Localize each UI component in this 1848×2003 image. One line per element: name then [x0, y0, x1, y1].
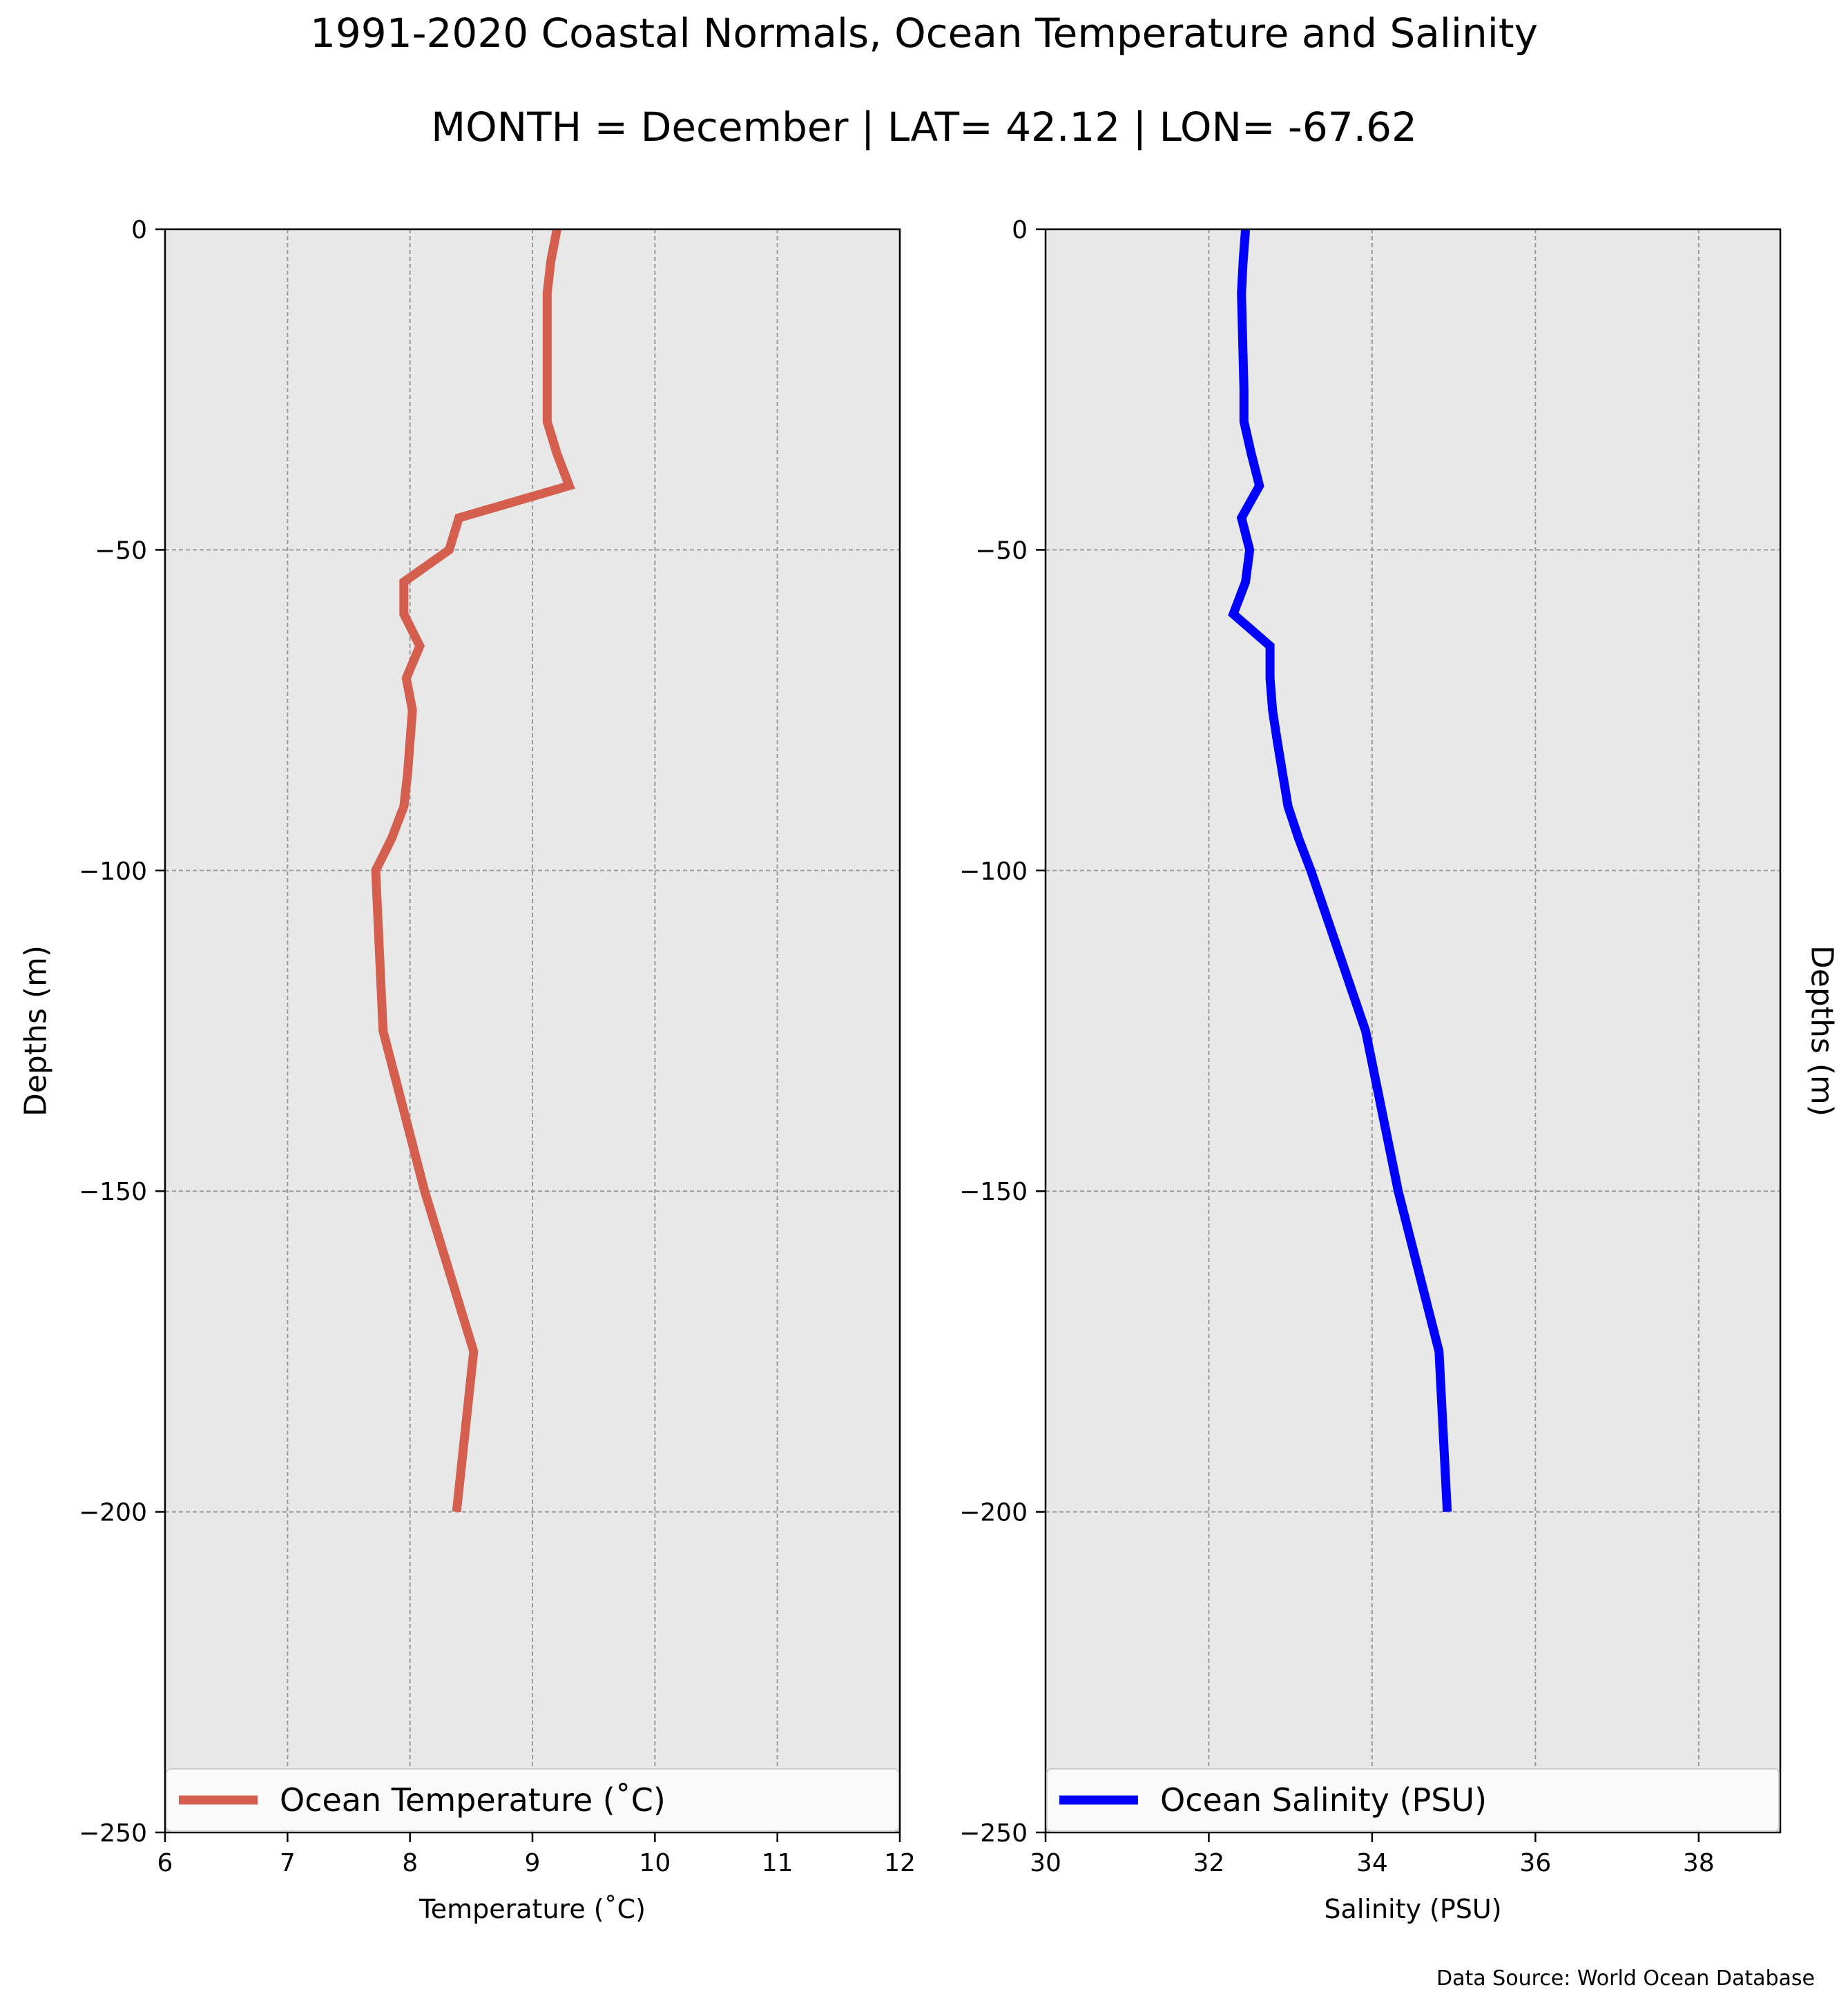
- chart-1-y-tick-label: −50: [95, 536, 147, 565]
- chart-1-y-axis-label: Depths (m): [19, 945, 54, 1116]
- chart-2-x-tick-label: 32: [1193, 1849, 1225, 1877]
- chart-2-plot-area: [1046, 229, 1780, 1832]
- page-title: 1991-2020 Coastal Normals, Ocean Tempera…: [310, 10, 1538, 57]
- chart-1-y-tick-label: −200: [79, 1499, 147, 1527]
- chart-2-x-axis-label: Salinity (PSU): [1324, 1894, 1501, 1924]
- chart-1-series-line-1: [371, 228, 575, 1513]
- chart-2-y-tick-label: −50: [975, 536, 1028, 565]
- chart-2-y-tick-label: −250: [959, 1819, 1028, 1848]
- chart-1-x-axis-label: Temperature (˚C): [418, 1894, 646, 1924]
- data-source-note: Data Source: World Ocean Database: [1436, 1966, 1815, 1991]
- chart-1-x-tick-label: 7: [280, 1849, 296, 1877]
- page-subtitle: MONTH = December | LAT= 42.12 | LON= -67…: [431, 104, 1417, 151]
- chart-2-y-axis-label: Depths (m): [1804, 945, 1840, 1116]
- chart-2-y-tick-label: −100: [959, 858, 1028, 886]
- chart-1-legend: [166, 1768, 899, 1832]
- chart-2-x-tick-label: 36: [1519, 1849, 1551, 1877]
- chart-1-x-tick-label: 8: [402, 1849, 418, 1877]
- chart-2-y-tick-label: 0: [1012, 216, 1028, 244]
- chart-2-frame: [1044, 228, 1782, 1834]
- chart-2-x-tick-label: 30: [1030, 1849, 1061, 1877]
- chart-2-legend: [1046, 1768, 1780, 1832]
- chart-1-x-tick-label: 11: [762, 1849, 793, 1877]
- chart-1-x-tick-label: 9: [525, 1849, 541, 1877]
- chart-2-y-tick-label: −200: [959, 1499, 1028, 1527]
- chart-2-x-tick-label: 34: [1356, 1849, 1388, 1877]
- chart-1-y-tick-label: −150: [79, 1178, 147, 1206]
- chart-2-series-line-1: [1228, 229, 1452, 1512]
- chart-1-y-tick-label: −250: [79, 1819, 147, 1848]
- chart-1-legend-label: Ocean Temperature (˚C): [280, 1781, 666, 1819]
- chart-2-legend-label: Ocean Salinity (PSU): [1160, 1781, 1487, 1819]
- chart-1-x-tick-label: 12: [884, 1849, 916, 1877]
- chart-2-y-tick-label: −150: [959, 1178, 1028, 1206]
- chart-1-y-tick-label: 0: [131, 216, 147, 244]
- chart-1-x-tick-label: 10: [639, 1849, 671, 1877]
- chart-1-y-tick-label: −100: [79, 858, 147, 886]
- chart-2-x-tick-label: 38: [1683, 1849, 1715, 1877]
- chart-1-x-tick-label: 6: [157, 1849, 173, 1877]
